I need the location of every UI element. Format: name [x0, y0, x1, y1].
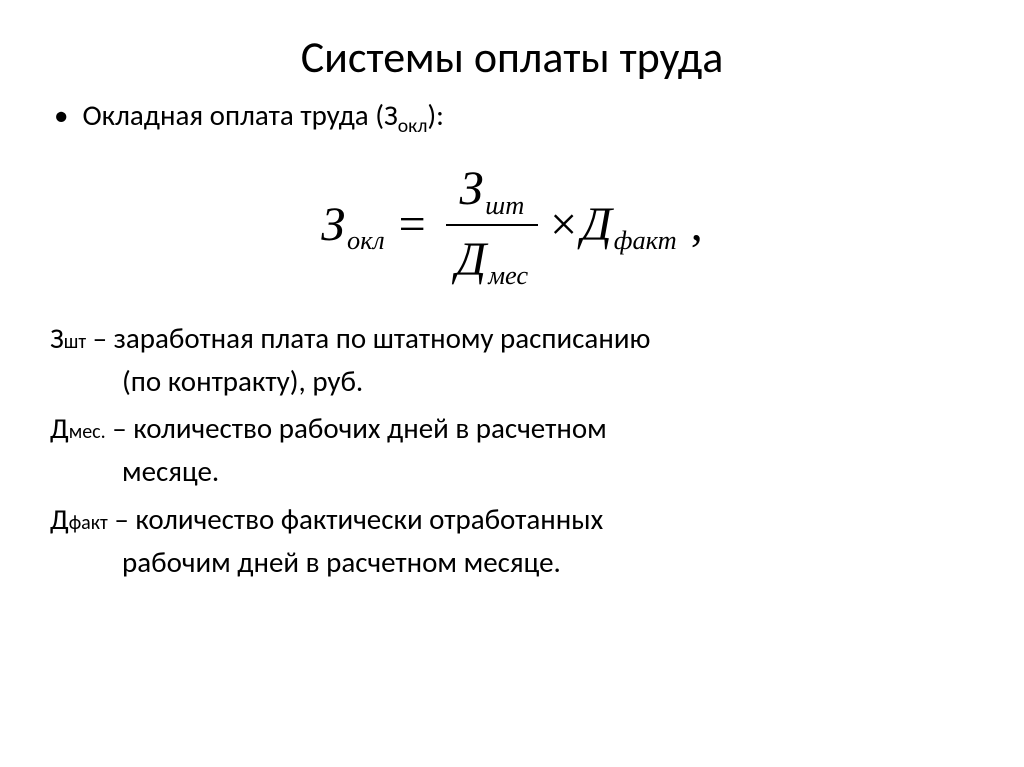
def3-line1: – количество фактически отработанных — [108, 501, 603, 537]
equals-sign: = — [399, 193, 426, 258]
bullet-text: Окладная оплата труда (Зокл): — [82, 96, 444, 139]
fraction-bar — [446, 224, 538, 226]
term-zsht: Зшт — [50, 320, 86, 356]
definition-3-cont: рабочим дней в расчетном месяце. — [50, 543, 974, 582]
bullet-item: • Окладная оплата труда (Зокл): — [50, 96, 974, 139]
bullet-suffix: ): — [427, 97, 444, 133]
times-sign: × — [550, 193, 577, 258]
definition-2-cont: месяце. — [50, 452, 974, 491]
definition-1-cont: (по контракту), руб. — [50, 362, 974, 401]
definition-2: Дмес. – количество рабочих дней в расчет… — [50, 409, 974, 448]
formula-comma: , — [691, 193, 703, 258]
bullet-dot-icon: • — [54, 96, 68, 135]
def1-line1: – заработная плата по штатному расписани… — [86, 320, 650, 356]
definition-1: Зшт – заработная плата по штатному распи… — [50, 319, 974, 358]
slide: Системы оплаты труда • Окладная оплата т… — [0, 0, 1024, 767]
definition-3: Дфакт – количество фактически отработанн… — [50, 500, 974, 539]
var-zokl: Зокл — [384, 97, 427, 133]
def2-line1: – количество рабочих дней в расчетном — [106, 410, 607, 446]
term-dfakt: Дфакт — [50, 501, 108, 537]
slide-title: Системы оплаты труда — [50, 30, 974, 84]
formula-numerator: З шт — [460, 157, 525, 222]
formula-lhs: З окл — [321, 193, 384, 258]
term-dmes: Дмес. — [50, 410, 106, 446]
slide-content: • Окладная оплата труда (Зокл): З окл = … — [50, 96, 974, 582]
formula: З окл = З шт Д мес — [50, 157, 974, 293]
formula-denominator: Д мес — [456, 228, 528, 293]
formula-fraction: З шт Д мес — [446, 157, 538, 293]
bullet-prefix: Окладная оплата труда ( — [82, 97, 384, 133]
formula-rhs: Д факт — [581, 193, 677, 258]
